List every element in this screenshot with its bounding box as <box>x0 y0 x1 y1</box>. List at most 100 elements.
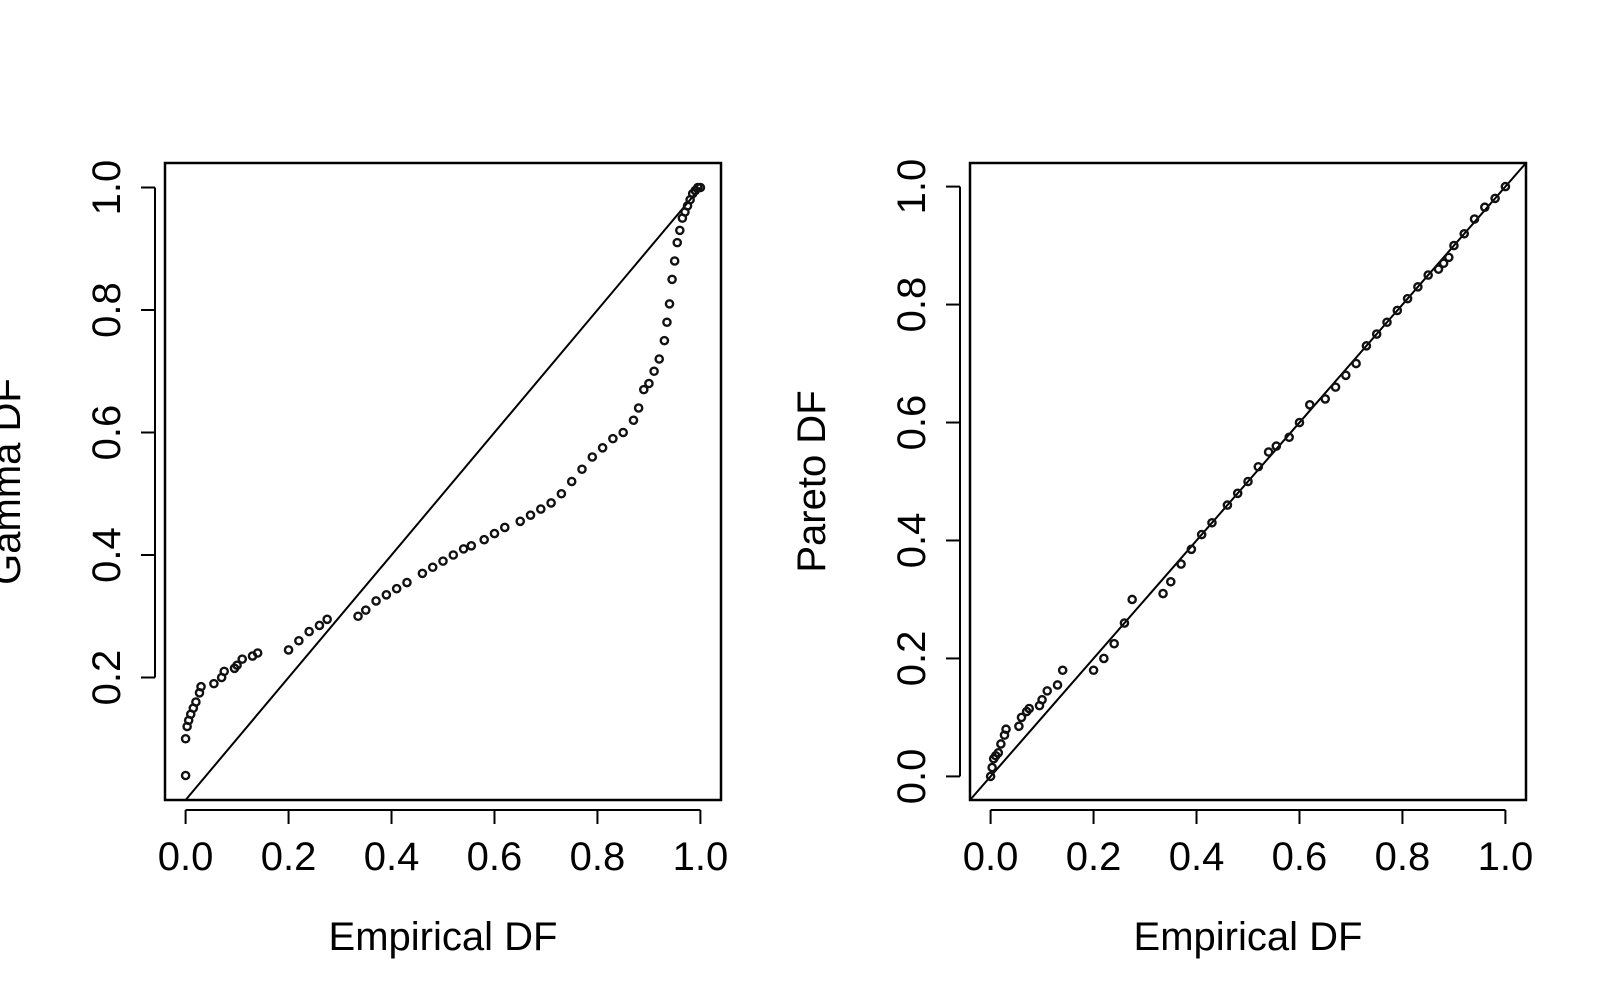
data-point <box>191 697 201 707</box>
data-point <box>219 666 230 677</box>
data-point <box>1158 588 1168 599</box>
x-tick-label: 0.2 <box>1066 835 1122 879</box>
x-tick-label: 1.0 <box>673 835 729 879</box>
x-tick-label: 0.2 <box>261 835 317 879</box>
data-point <box>1037 694 1047 705</box>
data-point <box>294 635 304 646</box>
x-tick-label: 0.4 <box>1169 835 1225 879</box>
data-point <box>1449 240 1459 251</box>
data-point <box>675 225 685 236</box>
y-tick-label: 1.0 <box>85 160 129 216</box>
data-point <box>515 516 526 527</box>
data-point <box>1052 680 1063 690</box>
reference-line <box>184 186 702 801</box>
data-point <box>597 443 608 453</box>
x-axis-title: Empirical DF <box>329 915 558 959</box>
data-point <box>402 577 412 588</box>
x-tick-label: 1.0 <box>1478 835 1534 879</box>
data-point <box>1500 181 1511 192</box>
data-point <box>499 522 510 533</box>
data-point <box>304 626 314 637</box>
data-point <box>654 354 665 364</box>
data-point <box>525 510 536 520</box>
data-point <box>664 299 675 309</box>
data-point <box>232 660 242 671</box>
data-point <box>371 596 381 606</box>
data-point <box>667 274 677 285</box>
y-tick-label: 0.0 <box>890 749 934 805</box>
data-point <box>577 464 587 475</box>
x-axis-title: Empirical DF <box>1134 915 1363 959</box>
data-point <box>1119 618 1130 628</box>
data-point <box>628 415 639 426</box>
data-point <box>633 403 644 413</box>
y-tick-label: 0.8 <box>85 282 129 338</box>
data-point <box>1109 638 1119 649</box>
data-point <box>1382 317 1392 328</box>
data-point <box>1438 258 1449 269</box>
gamma-panel: 0.0 0.2 0.4 0.6 0.8 1.0 0.2 0.4 0.6 0.8 1.0 Empiric… <box>0 160 728 959</box>
data-point <box>1253 461 1264 472</box>
data-point <box>1024 703 1035 714</box>
data-point <box>1413 282 1423 292</box>
y-tick-label: 0.2 <box>85 650 129 706</box>
data-point <box>1433 264 1444 274</box>
reference-line <box>969 162 1527 801</box>
data-point <box>448 550 459 560</box>
data-point <box>566 476 577 487</box>
data-point <box>1165 576 1176 587</box>
data-point <box>1127 594 1137 605</box>
data-point <box>993 748 1004 758</box>
data-point <box>1042 686 1053 696</box>
pareto-panel: 0.0 0.2 0.4 0.6 0.8 1.0 0.0 0.2 0.4 0.6 0.8 1.0 Empi… <box>790 159 1533 959</box>
y-tick-label: 0.4 <box>85 527 129 583</box>
data-point <box>1271 441 1282 451</box>
data-point <box>987 762 997 773</box>
data-point <box>1423 270 1433 280</box>
y-tick-label: 0.2 <box>890 631 934 687</box>
data-point <box>458 544 469 554</box>
data-point <box>546 498 556 508</box>
data-point <box>672 237 683 248</box>
data-point <box>1341 370 1351 381</box>
y-axis-title: Pareto DF <box>790 390 834 572</box>
y-tick-label: 0.6 <box>85 405 129 461</box>
y-tick-label: 0.6 <box>890 395 934 451</box>
plot-frame <box>163 161 723 802</box>
data-point <box>1196 529 1207 540</box>
data-point <box>1088 665 1099 676</box>
data-point <box>618 427 628 438</box>
data-point <box>1207 517 1217 528</box>
data-point <box>322 614 332 625</box>
data-point <box>1490 193 1500 204</box>
data-point <box>1001 724 1011 735</box>
data-point <box>1320 394 1331 404</box>
data-point <box>180 770 191 781</box>
data-point <box>985 771 996 782</box>
x-tick-label: 0.6 <box>467 835 523 879</box>
data-point <box>1459 228 1470 239</box>
data-point <box>1099 653 1109 664</box>
data-point <box>1304 400 1315 410</box>
data-point <box>1186 544 1197 555</box>
data-point <box>659 335 670 346</box>
data-point <box>662 317 672 328</box>
data-point <box>1480 202 1490 213</box>
y-tick-label: 0.4 <box>890 513 934 569</box>
data-point <box>1392 305 1403 316</box>
data-point <box>381 590 392 600</box>
data-point <box>360 605 371 615</box>
data-point <box>536 504 546 514</box>
data-point <box>489 528 500 539</box>
data-point <box>283 645 294 655</box>
data-point <box>314 620 325 631</box>
x-tick-label: 0.0 <box>158 835 214 879</box>
data-point <box>638 384 649 395</box>
data-point <box>695 182 706 193</box>
data-point <box>417 568 428 579</box>
data-point <box>669 256 680 266</box>
data-point <box>996 739 1006 749</box>
x-tick-label: 0.6 <box>1272 835 1328 879</box>
